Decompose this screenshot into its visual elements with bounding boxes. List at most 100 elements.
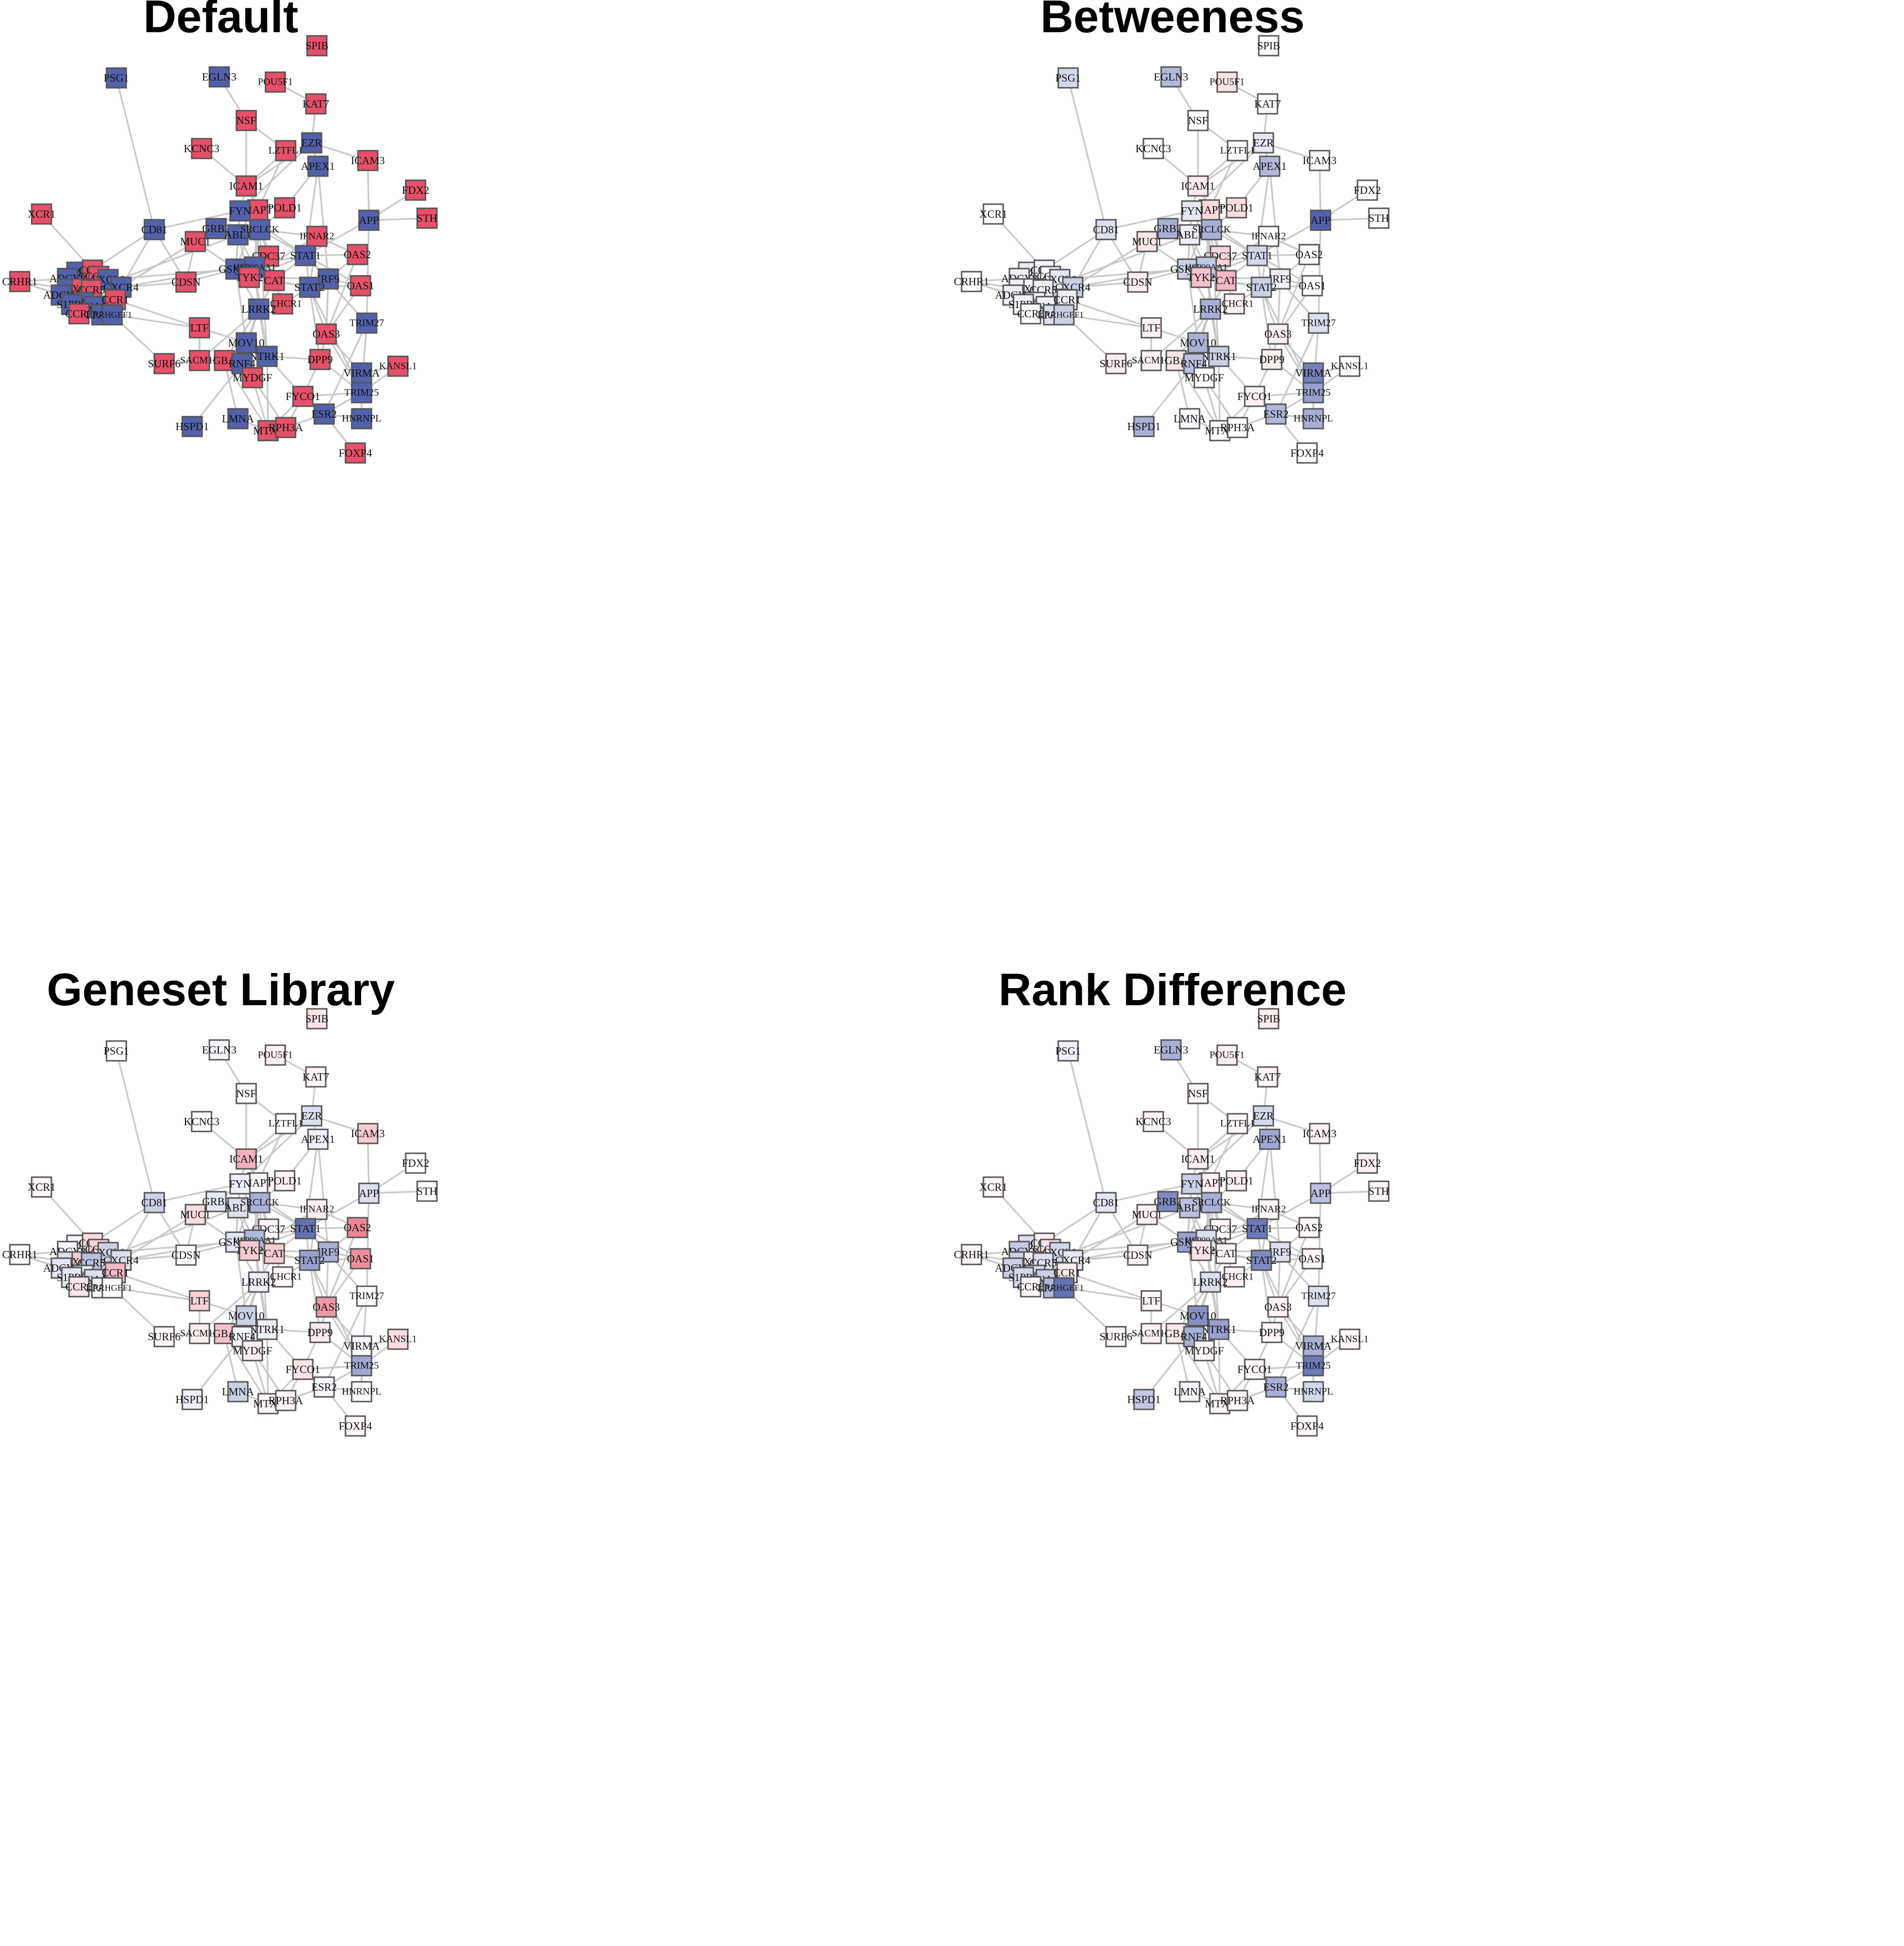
node-cdsn[interactable]: CDSN — [1123, 271, 1152, 293]
node-muc1[interactable]: MUC1 — [180, 1204, 210, 1225]
node-stat2[interactable]: STAT2 — [295, 276, 325, 298]
node-kat7[interactable]: KAT7 — [1254, 1066, 1281, 1088]
node-rph3a[interactable]: RPH3A — [269, 417, 303, 438]
node-sth[interactable]: STH — [416, 1180, 438, 1202]
node-ltf[interactable]: LTF — [1140, 317, 1162, 339]
node-ifnar2[interactable]: IFNAR2 — [300, 1198, 335, 1220]
node-cd81[interactable]: CD81 — [1093, 1192, 1119, 1214]
node-tyk2[interactable]: TYK2 — [235, 266, 263, 288]
node-grb2[interactable]: GRB2 — [202, 218, 230, 239]
node-ifnar2[interactable]: IFNAR2 — [1251, 225, 1286, 247]
node-lrrk2[interactable]: LRRK2 — [1193, 298, 1228, 320]
node-kat7[interactable]: KAT7 — [302, 93, 329, 115]
node-ntrk1[interactable]: NTRK1 — [249, 345, 285, 367]
node-sacm1l[interactable]: SACM1L — [1132, 1323, 1171, 1344]
node-lztfl1[interactable]: LZTFL1 — [1220, 140, 1255, 162]
node-abl1[interactable]: ABL1 — [224, 224, 252, 246]
node-icam1[interactable]: ICAM1 — [229, 1148, 263, 1170]
node-kat7[interactable]: KAT7 — [302, 1066, 329, 1088]
node-oas2[interactable]: OAS2 — [1296, 244, 1323, 265]
node-kansl1[interactable]: KANSL1 — [1331, 1328, 1369, 1350]
node-pou5f1[interactable]: POU5F1 — [258, 1044, 293, 1066]
node-sth[interactable]: STH — [1368, 1180, 1390, 1202]
node-apex1[interactable]: APEX1 — [301, 1128, 335, 1150]
node-dpp9[interactable]: DPP9 — [307, 1322, 333, 1343]
node-lmna[interactable]: LMNA — [222, 1381, 255, 1403]
node-arhgef1[interactable]: ARHGEF1 — [1044, 1277, 1084, 1299]
node-stat1[interactable]: STAT1 — [1242, 1218, 1273, 1239]
node-apex1[interactable]: APEX1 — [301, 155, 335, 177]
node-lrrk2[interactable]: LRRK2 — [242, 298, 276, 320]
node-fdx2[interactable]: FDX2 — [402, 179, 430, 201]
node-ezr[interactable]: EZR — [1253, 132, 1274, 154]
node-trim25[interactable]: TRIM25 — [344, 1355, 379, 1377]
node-ltf[interactable]: LTF — [189, 1290, 210, 1312]
node-oas3[interactable]: OAS3 — [1264, 1296, 1292, 1318]
node-abl1[interactable]: ABL1 — [224, 1197, 252, 1219]
node-srclck[interactable]: SRCLCK — [241, 219, 279, 241]
node-psg1[interactable]: PSG1 — [1055, 1040, 1081, 1062]
node-cdsn[interactable]: CDSN — [171, 271, 201, 293]
node-fyco1[interactable]: FYCO1 — [1237, 385, 1272, 407]
node-mydgf[interactable]: MYDGF — [233, 367, 272, 389]
node-foxp4[interactable]: FOXP4 — [339, 442, 372, 464]
node-kansl1[interactable]: KANSL1 — [379, 1328, 417, 1350]
node-lrrk2[interactable]: LRRK2 — [1193, 1271, 1228, 1293]
node-foxp4[interactable]: FOXP4 — [1290, 1415, 1324, 1437]
node-ezr[interactable]: EZR — [1253, 1105, 1274, 1127]
node-esr2[interactable]: ESR2 — [1263, 403, 1289, 425]
node-cchcr1[interactable]: CCHCR1 — [1215, 293, 1254, 315]
node-rph3a[interactable]: RPH3A — [269, 1390, 303, 1411]
node-abl1[interactable]: ABL1 — [1176, 1197, 1204, 1219]
node-muc1[interactable]: MUC1 — [1132, 231, 1162, 252]
node-kcnc3[interactable]: KCNC3 — [1136, 138, 1171, 159]
node-gba[interactable]: GBA — [1165, 1323, 1188, 1344]
node-sth[interactable]: STH — [416, 207, 438, 229]
node-egln3[interactable]: EGLN3 — [202, 66, 237, 88]
node-virma[interactable]: VIRMA — [1295, 1335, 1332, 1357]
node-crhr1[interactable]: CRHR1 — [2, 271, 37, 292]
node-esr2[interactable]: ESR2 — [311, 1376, 337, 1398]
node-fyco1[interactable]: FYCO1 — [286, 1358, 321, 1380]
node-fyn[interactable]: FYN — [229, 200, 251, 222]
node-psg1[interactable]: PSG1 — [1055, 67, 1081, 89]
node-esr2[interactable]: ESR2 — [1263, 1376, 1289, 1398]
node-surf6[interactable]: SURF6 — [148, 1326, 181, 1348]
node-esr2[interactable]: ESR2 — [311, 403, 337, 425]
node-pou5f1[interactable]: POU5F1 — [1209, 1044, 1245, 1066]
node-xcr1[interactable]: XCR1 — [979, 203, 1007, 225]
node-icam1[interactable]: ICAM1 — [1181, 1148, 1215, 1170]
node-ifnar2[interactable]: IFNAR2 — [1251, 1198, 1286, 1220]
node-cd81[interactable]: CD81 — [141, 219, 167, 241]
node-xcr1[interactable]: XCR1 — [28, 203, 56, 225]
node-arhgef1[interactable]: ARHGEF1 — [1044, 304, 1084, 326]
node-ltf[interactable]: LTF — [1140, 1290, 1162, 1312]
node-mov10[interactable]: MOV10 — [228, 1305, 264, 1327]
node-app[interactable]: APP — [1310, 1182, 1332, 1204]
node-ntrk1[interactable]: NTRK1 — [1201, 1318, 1236, 1340]
node-cd81[interactable]: CD81 — [141, 1192, 167, 1214]
node-ezr[interactable]: EZR — [301, 132, 323, 154]
node-hspd1[interactable]: HSPD1 — [176, 1389, 209, 1410]
node-crhr1[interactable]: CRHR1 — [2, 1244, 37, 1265]
node-cchcr1[interactable]: CCHCR1 — [1215, 1266, 1254, 1288]
node-lmna[interactable]: LMNA — [222, 408, 255, 430]
node-trim25[interactable]: TRIM25 — [344, 382, 379, 404]
node-lztfl1[interactable]: LZTFL1 — [269, 1113, 303, 1135]
node-stat1[interactable]: STAT1 — [290, 1218, 321, 1239]
node-hnrnpl[interactable]: HNRNPL — [1294, 1381, 1333, 1403]
node-pou5f1[interactable]: POU5F1 — [258, 71, 293, 93]
node-fdx2[interactable]: FDX2 — [1354, 1152, 1381, 1174]
node-oas3[interactable]: OAS3 — [313, 323, 340, 345]
node-surf6[interactable]: SURF6 — [1099, 1326, 1133, 1348]
node-oas3[interactable]: OAS3 — [313, 1296, 340, 1318]
node-lztfl1[interactable]: LZTFL1 — [1220, 1113, 1255, 1135]
node-oas1[interactable]: OAS1 — [1299, 275, 1326, 297]
node-virma[interactable]: VIRMA — [343, 1335, 380, 1357]
node-pold1[interactable]: POLD1 — [268, 1170, 302, 1192]
node-crhr1[interactable]: CRHR1 — [954, 271, 989, 292]
node-cchcr1[interactable]: CCHCR1 — [263, 293, 302, 315]
node-rnf4[interactable]: RNF4 — [1180, 1326, 1207, 1348]
node-fyn[interactable]: FYN — [1181, 200, 1203, 222]
node-dpp9[interactable]: DPP9 — [1259, 1322, 1285, 1343]
